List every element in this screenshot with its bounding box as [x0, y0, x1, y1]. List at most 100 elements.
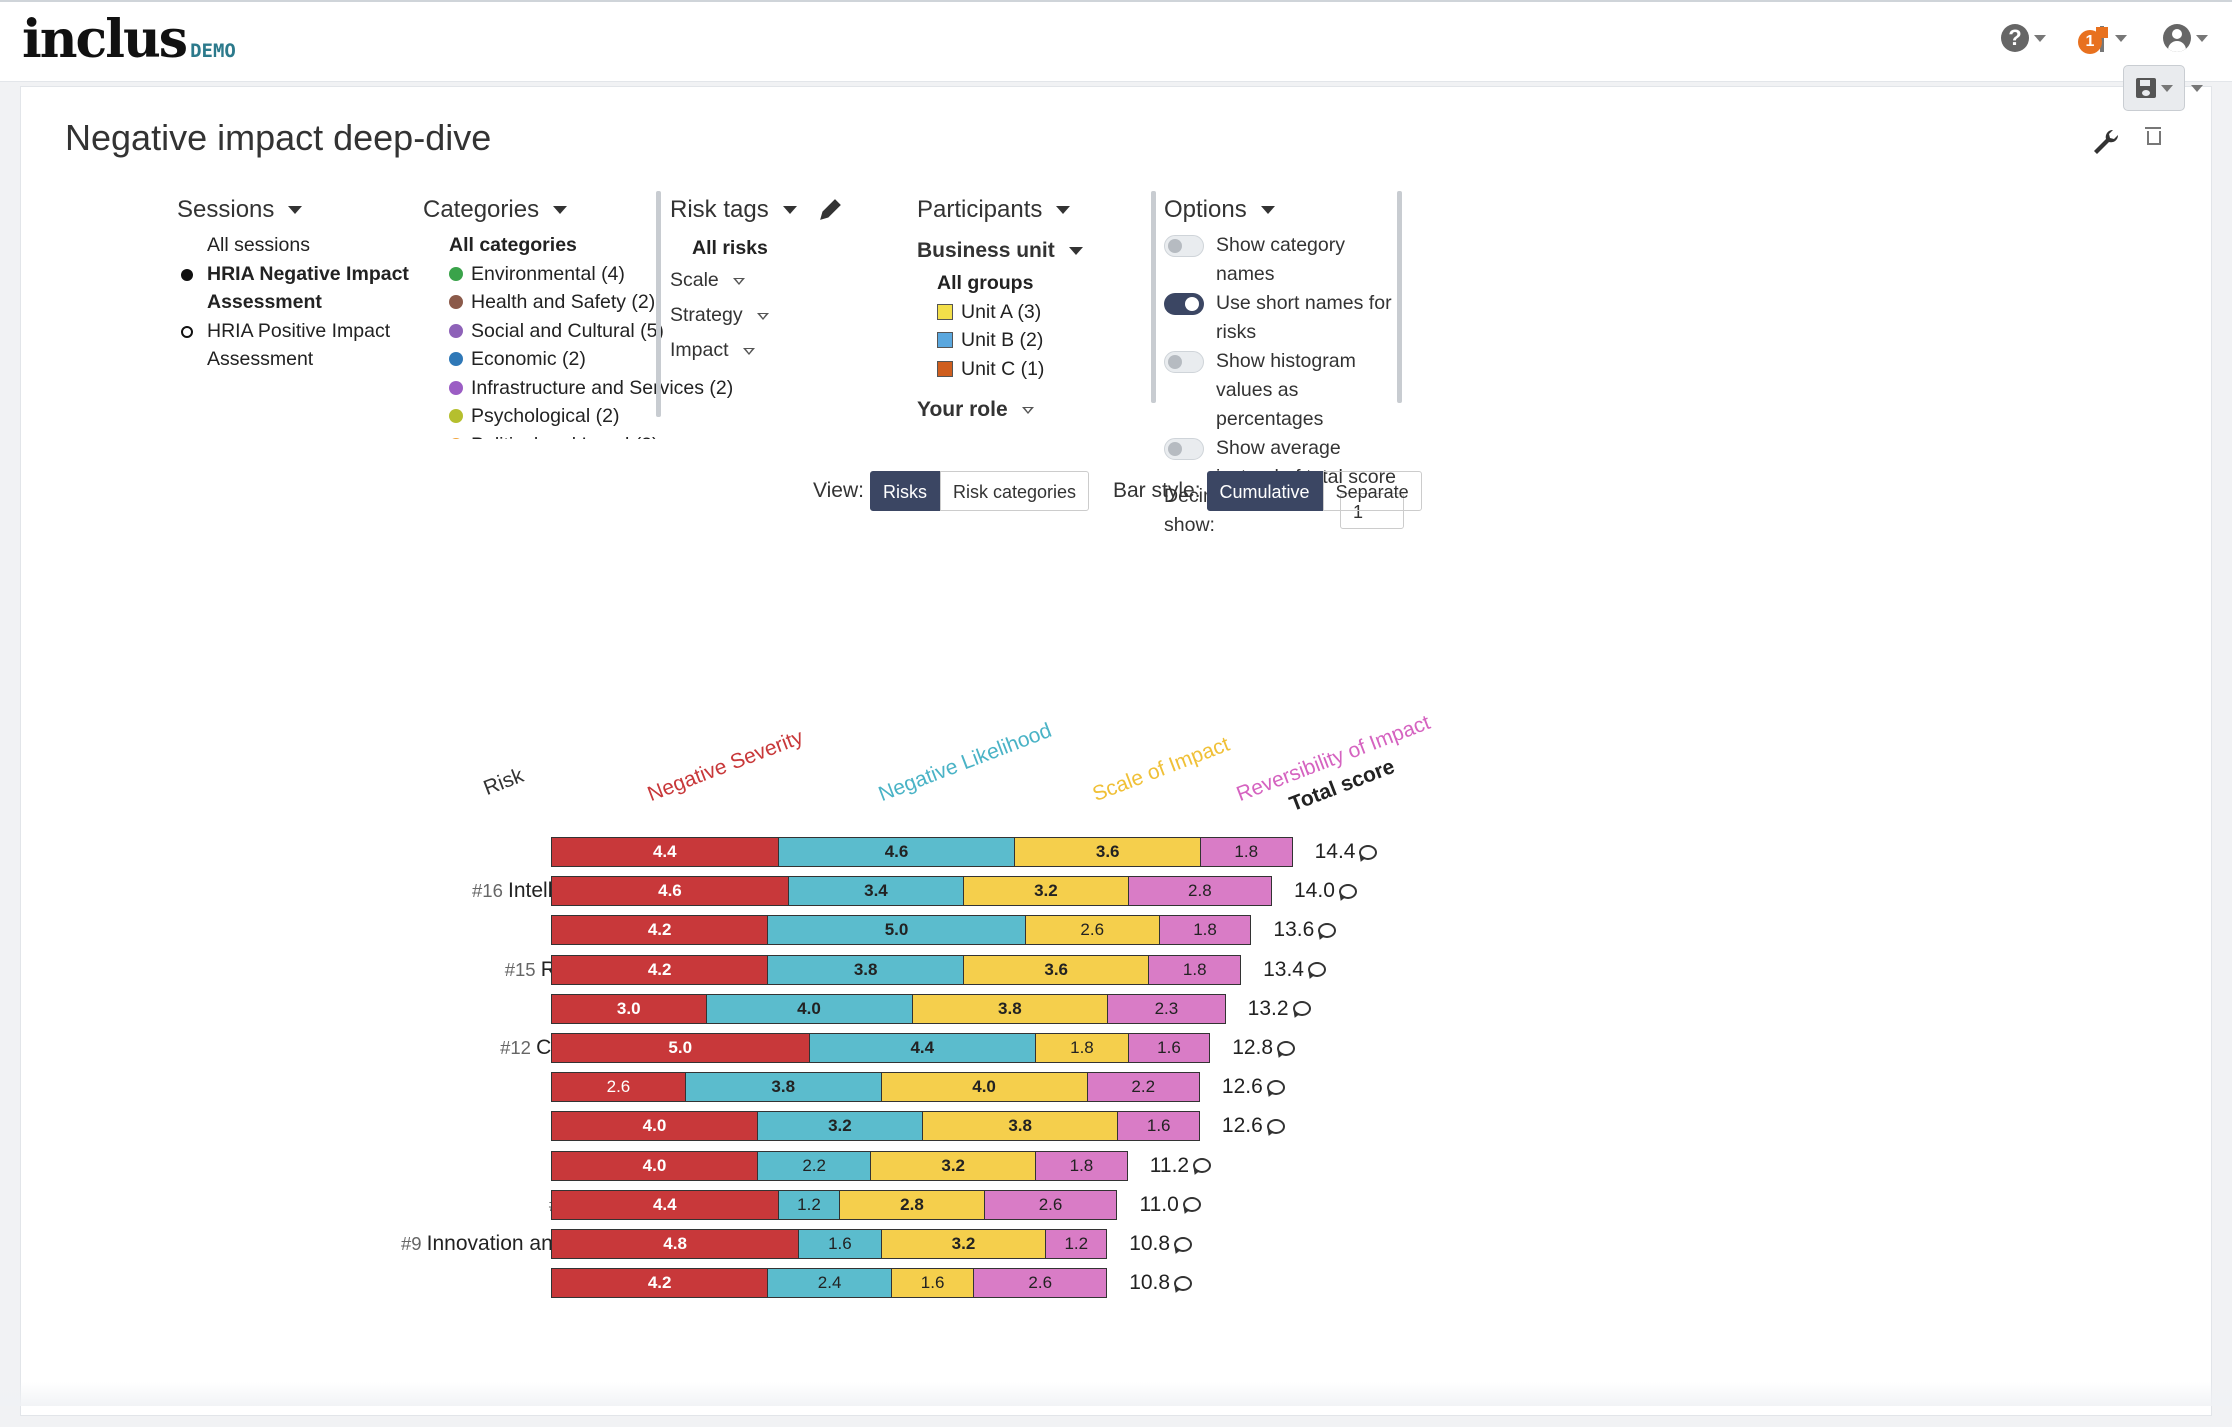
stacked-bar[interactable]: 4.0 3.2 3.8 1.6	[551, 1111, 1200, 1142]
sessions-dropdown[interactable]: Sessions	[177, 193, 477, 227]
stacked-bar[interactable]: 4.4 4.6 3.6 1.8	[551, 837, 1293, 867]
comment-icon[interactable]	[1266, 1118, 1285, 1134]
unit-item[interactable]: Unit A (3)	[937, 298, 1177, 327]
options-scrollbar[interactable]	[1397, 191, 1402, 403]
bar-segment[interactable]: 3.0	[551, 993, 706, 1024]
stacked-bar[interactable]: 4.2 3.8 3.6 1.8	[551, 954, 1242, 985]
session-item[interactable]: All sessions	[177, 231, 477, 260]
category-item[interactable]: Infrastructure and Services (2)	[449, 374, 753, 403]
bar-segment[interactable]: 2.6	[983, 1189, 1118, 1220]
total-score[interactable]: 14.0	[1294, 876, 1357, 906]
bar-segment[interactable]: 2.3	[1107, 993, 1226, 1024]
view-option-risk-categories[interactable]: Risk categories	[939, 471, 1090, 511]
bar-segment[interactable]: 3.2	[880, 1229, 1046, 1259]
bar-style-option-cumulative[interactable]: Cumulative	[1206, 471, 1323, 511]
bar-segment[interactable]: 4.2	[551, 915, 768, 946]
view-option-risks[interactable]: Risks	[869, 471, 940, 511]
bar-segment[interactable]: 5.0	[551, 1033, 809, 1063]
bar-segment[interactable]: 4.2	[551, 954, 768, 985]
bar-segment[interactable]: 1.2	[777, 1189, 840, 1220]
bar-segment[interactable]: 3.8	[684, 1072, 881, 1103]
category-item[interactable]: Psychological (2)	[449, 402, 753, 431]
risk-tag-dropdown[interactable]: Impact	[670, 333, 890, 368]
option-toggle[interactable]	[1164, 351, 1204, 373]
bar-segment[interactable]: 3.2	[962, 876, 1128, 907]
notifications-menu[interactable]: 1	[2078, 24, 2127, 54]
bar-segment[interactable]: 4.0	[880, 1072, 1087, 1103]
app-logo[interactable]: inclus DEMO	[22, 14, 236, 66]
bar-segment[interactable]: 3.8	[767, 954, 963, 985]
categories-dropdown[interactable]: Categories	[423, 193, 753, 227]
trash-icon[interactable]	[2145, 127, 2161, 145]
bar-segment[interactable]: 4.6	[551, 876, 788, 907]
category-all[interactable]: All categories	[449, 234, 577, 256]
pencil-icon[interactable]	[817, 197, 843, 223]
bar-segment[interactable]: 4.8	[551, 1229, 799, 1259]
bar-segment[interactable]: 2.6	[973, 1268, 1108, 1299]
bar-segment[interactable]: 2.2	[1086, 1072, 1200, 1103]
option-toggle[interactable]	[1164, 293, 1204, 315]
bar-segment[interactable]: 2.8	[839, 1189, 984, 1220]
stacked-bar[interactable]: 4.4 1.2 2.8 2.6	[551, 1189, 1118, 1220]
comment-icon[interactable]	[1307, 962, 1326, 978]
bar-segment[interactable]: 3.6	[962, 954, 1149, 985]
bar-segment[interactable]: 1.8	[1199, 837, 1293, 867]
total-score[interactable]: 12.6	[1222, 1111, 1285, 1141]
risk-tag-dropdown[interactable]: Strategy	[670, 298, 890, 333]
decimals-input[interactable]: 1	[1340, 493, 1404, 529]
risk-tags-all[interactable]: All risks	[692, 237, 768, 259]
session-item[interactable]: HRIA Negative Impact Assessment	[177, 260, 477, 317]
business-unit-dropdown[interactable]: Business unit	[917, 239, 1177, 263]
bar-segment[interactable]: 4.4	[551, 837, 778, 867]
option-toggle[interactable]	[1164, 235, 1204, 257]
bar-segment[interactable]: 3.8	[911, 993, 1108, 1024]
user-menu[interactable]	[2163, 24, 2208, 52]
category-item[interactable]: Political and Legal (2)	[449, 431, 753, 439]
stacked-bar[interactable]: 4.2 5.0 2.6 1.8	[551, 915, 1252, 946]
category-item[interactable]: Economic (2)	[449, 345, 753, 374]
total-score[interactable]: 11.0	[1140, 1190, 1201, 1220]
stacked-bar[interactable]: 2.6 3.8 4.0 2.2	[551, 1072, 1200, 1103]
bar-segment[interactable]: 2.2	[757, 1150, 871, 1181]
comment-icon[interactable]	[1174, 1275, 1193, 1291]
stacked-bar[interactable]: 4.8 1.6 3.2 1.2	[551, 1229, 1108, 1259]
bar-segment[interactable]: 2.6	[551, 1072, 685, 1103]
comment-icon[interactable]	[1277, 1040, 1296, 1056]
total-score[interactable]: 12.8	[1232, 1033, 1296, 1063]
comment-icon[interactable]	[1359, 844, 1378, 860]
stacked-bar[interactable]: 5.0 4.4 1.8 1.6	[551, 1033, 1211, 1063]
unit-item[interactable]: Unit B (2)	[937, 326, 1177, 355]
category-item[interactable]: Environmental (4)	[449, 260, 753, 289]
bar-segment[interactable]: 1.8	[1158, 915, 1252, 946]
stacked-bar[interactable]: 4.6 3.4 3.2 2.8	[551, 876, 1272, 907]
bar-segment[interactable]: 4.2	[551, 1268, 768, 1299]
bar-segment[interactable]: 3.2	[757, 1111, 922, 1142]
category-item[interactable]: Health and Safety (2)	[449, 288, 753, 317]
wrench-icon[interactable]	[2091, 127, 2121, 157]
stacked-bar[interactable]: 4.0 2.2 3.2 1.8	[551, 1150, 1128, 1181]
comment-icon[interactable]	[1338, 883, 1357, 899]
bar-segment[interactable]: 4.0	[551, 1111, 757, 1142]
bar-segment[interactable]: 4.0	[551, 1150, 757, 1181]
bar-segment[interactable]: 1.2	[1045, 1229, 1108, 1259]
bar-segment[interactable]: 2.6	[1024, 915, 1159, 946]
bar-segment[interactable]: 4.0	[705, 993, 912, 1024]
bar-style-option-separate[interactable]: Separate	[1322, 471, 1422, 511]
bar-segment[interactable]: 2.4	[767, 1268, 891, 1299]
bar-segment[interactable]: 1.6	[798, 1229, 881, 1259]
risk-tag-dropdown[interactable]: Scale	[670, 263, 890, 298]
bar-segment[interactable]: 1.6	[890, 1268, 974, 1299]
bar-segment[interactable]: 1.8	[1035, 1033, 1128, 1063]
save-button[interactable]	[2123, 65, 2185, 111]
total-score[interactable]: 13.4	[1263, 955, 1326, 985]
bar-segment[interactable]: 3.4	[787, 876, 963, 907]
bar-segment[interactable]: 2.8	[1127, 876, 1272, 907]
comment-icon[interactable]	[1266, 1079, 1285, 1095]
risk-tags-dropdown[interactable]: Risk tags	[670, 193, 890, 227]
bar-segment[interactable]: 4.4	[808, 1033, 1036, 1063]
all-groups[interactable]: All groups	[937, 272, 1034, 294]
bar-segment[interactable]: 1.8	[1035, 1150, 1128, 1181]
participants-dropdown[interactable]: Participants	[917, 193, 1177, 227]
comment-icon[interactable]	[1318, 922, 1337, 938]
comment-icon[interactable]	[1174, 1236, 1193, 1252]
